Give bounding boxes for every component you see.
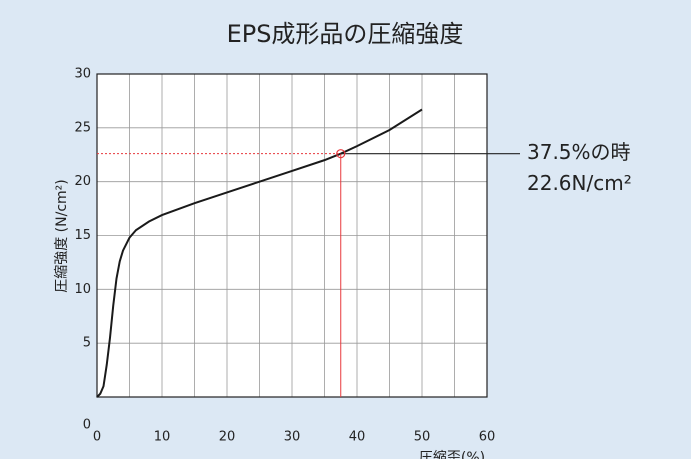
y-tick-label: 25 bbox=[74, 120, 91, 135]
x-tick-label: 60 bbox=[479, 430, 496, 445]
curve bbox=[96, 108, 423, 398]
x-axis-label: 圧縮歪(%) bbox=[419, 450, 485, 459]
y-axis-label: 圧縮強度 (N/cm²) bbox=[54, 179, 70, 293]
y-tick-label: 30 bbox=[74, 67, 91, 82]
x-tick-label: 10 bbox=[154, 430, 171, 445]
y-tick-label: 5 bbox=[83, 336, 91, 351]
x-tick-label: 20 bbox=[219, 430, 236, 445]
y-tick-label: 15 bbox=[74, 228, 91, 243]
annotation-label: 37.5%の時 bbox=[527, 140, 631, 164]
annotation-marker bbox=[336, 149, 346, 159]
y-tick-label: 0 bbox=[83, 418, 91, 433]
y-tick-label: 10 bbox=[74, 282, 91, 297]
chart-title: EPS成形品の圧縮強度 bbox=[227, 20, 464, 48]
y-tick-label: 20 bbox=[74, 174, 91, 189]
annotation-label: 22.6N/cm² bbox=[527, 171, 632, 195]
x-tick-label: 40 bbox=[349, 430, 366, 445]
x-tick-label: 50 bbox=[414, 430, 431, 445]
x-tick-label: 0 bbox=[93, 430, 101, 445]
x-tick-label: 30 bbox=[284, 430, 301, 445]
plot-frame bbox=[96, 73, 488, 398]
